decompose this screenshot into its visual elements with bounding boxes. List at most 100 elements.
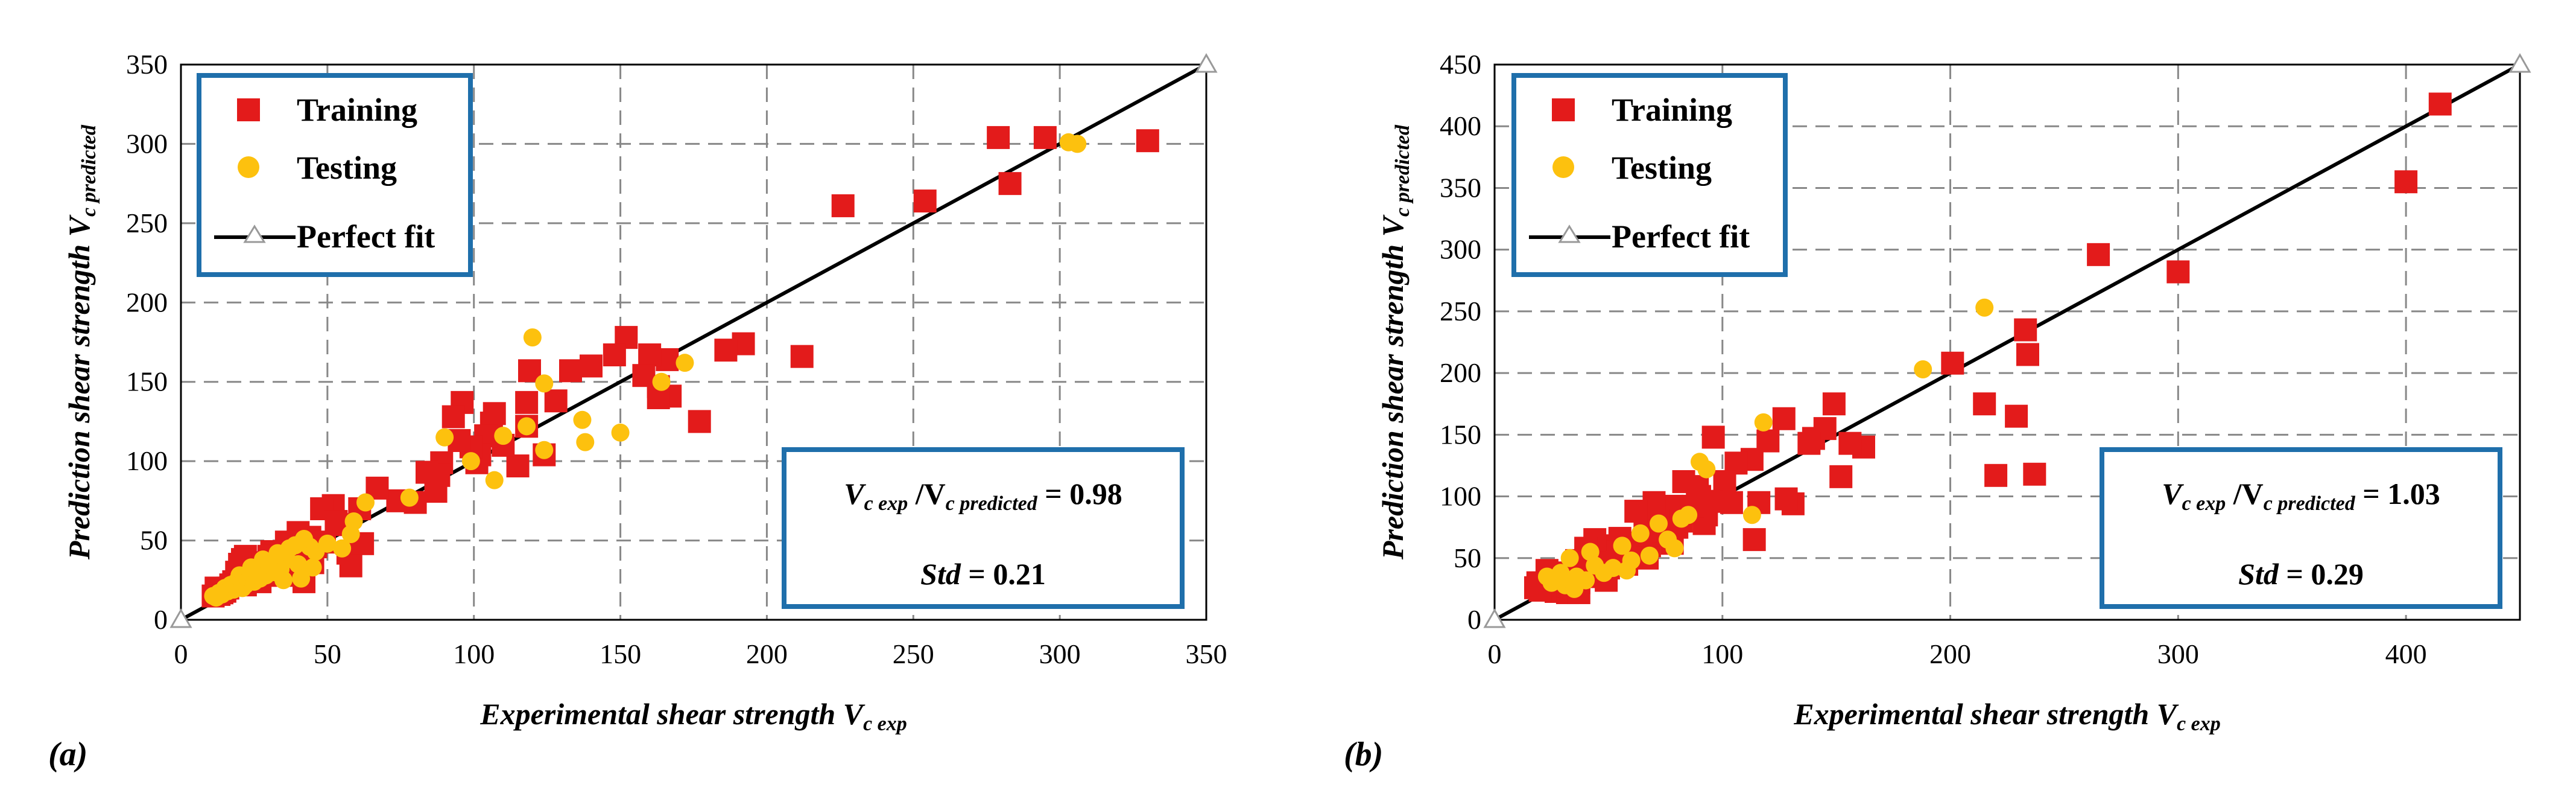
y-tick-label: 50 bbox=[140, 525, 168, 556]
y-tick-label: 150 bbox=[1440, 419, 1481, 450]
y-tick-label: 250 bbox=[126, 208, 168, 238]
legend-training-label: Training bbox=[297, 92, 417, 128]
training-point bbox=[1713, 470, 1736, 494]
testing-point bbox=[1613, 537, 1631, 555]
testing-point bbox=[1537, 567, 1556, 586]
y-axis-title: Prediction shear strength Vc predicted bbox=[62, 124, 100, 560]
training-point bbox=[1742, 528, 1766, 552]
testing-point bbox=[652, 372, 671, 391]
panel-a: 0 50 100 150 200 250 300 350 0 50 100 150 200 250 300… bbox=[48, 49, 1227, 773]
y-tick-label: 0 bbox=[1467, 604, 1481, 635]
testing-series bbox=[204, 133, 1087, 607]
testing-point bbox=[485, 471, 504, 489]
stats-box: Vc exp /Vc predicted = 0.98 Std = 0.21 bbox=[782, 447, 1185, 609]
training-point bbox=[559, 359, 582, 383]
y-tick-label: 200 bbox=[126, 287, 168, 317]
stats-frame bbox=[782, 447, 1185, 609]
y-tick-label: 200 bbox=[1440, 357, 1481, 388]
testing-point bbox=[1914, 360, 1932, 378]
x-tick-label: 0 bbox=[174, 639, 188, 669]
x-tick-label: 100 bbox=[453, 639, 495, 669]
training-point bbox=[2087, 243, 2110, 266]
x-tick-label: 200 bbox=[1929, 639, 1971, 669]
legend-training-label: Training bbox=[1612, 92, 1732, 128]
panel-label-a: (a) bbox=[48, 736, 87, 773]
std-stat: Std = 0.29 bbox=[2238, 557, 2364, 591]
training-point bbox=[424, 480, 448, 503]
testing-point bbox=[573, 410, 592, 429]
x-tick-label: 150 bbox=[600, 639, 641, 669]
x-tick-label: 100 bbox=[1701, 639, 1743, 669]
std-stat: Std = 0.21 bbox=[920, 557, 1046, 591]
testing-point bbox=[535, 374, 554, 393]
y-tick-label: 400 bbox=[1440, 110, 1481, 141]
panel-b: 0 50 100 150 200 250 300 350 400 450 0 100 200 300 40… bbox=[1344, 49, 2531, 773]
testing-point bbox=[341, 525, 360, 544]
panel-label-b: (b) bbox=[1344, 736, 1383, 773]
testing-point bbox=[333, 539, 352, 558]
testing-point bbox=[1640, 546, 1659, 565]
testing-point bbox=[204, 587, 223, 605]
testing-point bbox=[400, 488, 419, 507]
training-point bbox=[987, 126, 1010, 149]
x-axis-title: Experimental shear strength Vc exp bbox=[1793, 697, 2221, 735]
stats-frame bbox=[2100, 447, 2502, 609]
testing-point bbox=[356, 493, 375, 512]
x-axis-title: Experimental shear strength Vc exp bbox=[479, 697, 907, 735]
training-point bbox=[1136, 129, 1159, 153]
testing-point bbox=[292, 569, 311, 588]
testing-series bbox=[1537, 298, 1994, 598]
testing-point bbox=[676, 354, 694, 372]
y-tick-labels: 0 50 100 150 200 250 300 350 bbox=[126, 49, 168, 635]
training-point bbox=[1774, 487, 1798, 511]
training-point bbox=[1822, 392, 1846, 416]
x-tick-labels: 0 50 100 150 200 250 300 350 bbox=[174, 639, 1227, 669]
training-marker-icon bbox=[237, 98, 260, 121]
testing-point bbox=[303, 558, 322, 577]
testing-marker-icon bbox=[238, 156, 259, 178]
training-point bbox=[2005, 404, 2028, 428]
training-point bbox=[441, 405, 465, 428]
legend-fit-label: Perfect fit bbox=[297, 218, 435, 255]
training-marker-icon bbox=[1552, 98, 1575, 121]
training-point bbox=[913, 189, 937, 213]
training-point bbox=[714, 339, 738, 362]
stats-box: Vc exp /Vc predicted = 1.03 Std = 0.29 bbox=[2100, 447, 2502, 609]
testing-point bbox=[274, 571, 293, 590]
legend: Training Testing Perfect fit bbox=[197, 73, 473, 277]
training-point bbox=[1797, 432, 1821, 455]
training-point bbox=[2014, 318, 2037, 342]
training-point bbox=[2166, 260, 2190, 284]
y-tick-label: 0 bbox=[154, 604, 168, 635]
training-point bbox=[638, 343, 662, 367]
training-point bbox=[1772, 407, 1796, 430]
testing-point bbox=[1581, 543, 1600, 561]
training-point bbox=[998, 172, 1022, 196]
training-point bbox=[1688, 485, 1711, 508]
x-tick-label: 400 bbox=[2385, 639, 2427, 669]
training-point bbox=[506, 454, 530, 478]
testing-point bbox=[1618, 561, 1636, 580]
ratio-stat: Vc exp /Vc predicted = 0.98 bbox=[844, 477, 1122, 515]
fit-end-triangle bbox=[1195, 53, 1218, 73]
triangle-marker-icon bbox=[243, 225, 266, 243]
legend-testing-label: Testing bbox=[1612, 150, 1712, 186]
x-tick-label: 300 bbox=[2157, 639, 2199, 669]
training-point bbox=[2016, 343, 2039, 366]
training-point bbox=[831, 194, 855, 217]
testing-point bbox=[1650, 514, 1668, 533]
y-tick-label: 450 bbox=[1440, 49, 1481, 80]
x-tick-label: 0 bbox=[1488, 639, 1502, 669]
training-point bbox=[1941, 351, 1964, 375]
testing-point bbox=[535, 441, 554, 459]
training-point bbox=[790, 345, 814, 368]
y-axis-title: Prediction shear strength Vc predicted bbox=[1376, 124, 1414, 560]
testing-point bbox=[1560, 549, 1579, 567]
y-tick-label: 300 bbox=[1440, 234, 1481, 265]
y-tick-label: 150 bbox=[126, 366, 168, 397]
training-point bbox=[1984, 463, 2008, 487]
testing-point bbox=[576, 433, 595, 451]
training-point bbox=[688, 410, 711, 433]
plot-frame bbox=[180, 63, 1207, 621]
